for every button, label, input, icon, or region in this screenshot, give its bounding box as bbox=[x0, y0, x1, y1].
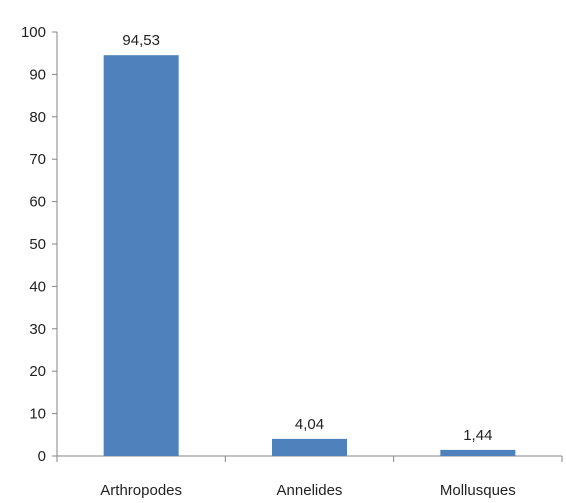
y-tick-label: 40 bbox=[29, 278, 46, 295]
y-tick-label: 10 bbox=[29, 406, 46, 423]
y-tick-label: 60 bbox=[29, 194, 46, 211]
bar-arthropodes bbox=[103, 55, 179, 456]
y-tick-label: 100 bbox=[21, 24, 46, 41]
y-tick-label: 70 bbox=[29, 151, 46, 168]
y-tick-label: 30 bbox=[29, 321, 46, 338]
data-label: 1,44 bbox=[463, 427, 492, 444]
bar-annelides bbox=[272, 438, 347, 456]
x-category-label: Arthropodes bbox=[100, 482, 182, 499]
y-tick-label: 80 bbox=[29, 109, 46, 126]
x-category-label: Annelides bbox=[277, 482, 343, 499]
data-labels: 94,53 4,04 1,44 bbox=[122, 32, 492, 444]
bars bbox=[103, 55, 516, 456]
y-tick-label: 90 bbox=[29, 66, 46, 83]
data-label: 4,04 bbox=[295, 416, 324, 433]
x-axis: Arthropodes Annelides Mollusques bbox=[56, 455, 563, 499]
x-category-label: Mollusques bbox=[440, 482, 516, 499]
y-axis: 0 10 20 30 40 50 60 70 80 90 100 bbox=[21, 24, 58, 465]
data-label: 94,53 bbox=[122, 32, 160, 49]
y-tick-label: 50 bbox=[29, 236, 46, 253]
bar-mollusques bbox=[440, 449, 516, 456]
y-tick-label: 20 bbox=[29, 363, 46, 380]
y-tick-label: 0 bbox=[38, 448, 46, 465]
